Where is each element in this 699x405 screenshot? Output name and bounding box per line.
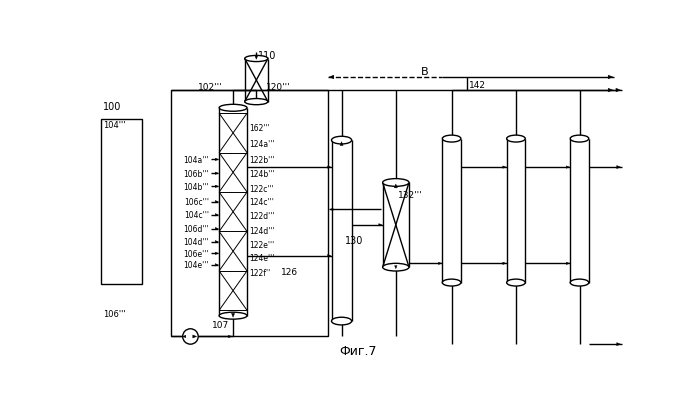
Text: 104b''': 104b''' [183,182,209,191]
Text: 124c''': 124c''' [250,198,274,207]
Circle shape [182,329,199,344]
Polygon shape [394,185,397,188]
Polygon shape [617,166,621,169]
Polygon shape [215,241,218,243]
Polygon shape [438,262,442,265]
Ellipse shape [570,279,589,286]
Text: 107: 107 [212,321,229,330]
Polygon shape [182,335,186,338]
Text: 104''': 104''' [103,121,125,130]
Polygon shape [608,76,613,80]
Ellipse shape [331,318,352,325]
Bar [101,119,142,284]
Polygon shape [503,262,506,265]
Text: 122d''': 122d''' [250,211,275,221]
Ellipse shape [245,56,268,62]
Text: 126: 126 [281,267,298,276]
Ellipse shape [442,136,461,143]
Polygon shape [215,159,218,161]
Text: 102''': 102''' [199,83,223,92]
Text: 122b''': 122b''' [250,156,275,164]
Text: 104e''': 104e''' [184,261,209,270]
Text: 122c''': 122c''' [250,185,274,194]
Text: 124d''': 124d''' [250,226,275,235]
Text: 100: 100 [103,102,121,112]
Polygon shape [379,224,382,226]
Polygon shape [617,343,621,346]
Ellipse shape [507,279,525,286]
Text: 124b''': 124b''' [250,169,275,178]
Ellipse shape [442,279,461,286]
Ellipse shape [382,264,409,271]
Text: В: В [421,67,428,77]
Text: 132''': 132''' [398,190,423,199]
Polygon shape [566,262,570,265]
Text: Фиг.7: Фиг.7 [339,344,377,357]
Ellipse shape [570,136,589,143]
Ellipse shape [219,105,247,112]
Polygon shape [229,335,231,338]
Polygon shape [330,209,333,211]
Text: 104d''': 104d''' [183,238,209,247]
Text: 106''': 106''' [103,309,126,318]
Polygon shape [503,166,506,169]
Polygon shape [231,313,235,318]
Polygon shape [193,335,196,338]
Text: 106d''': 106d''' [183,225,209,234]
Text: 122e''': 122e''' [250,241,275,250]
Text: 104a''': 104a''' [183,156,209,164]
Text: 110: 110 [258,51,276,61]
Text: 104c''': 104c''' [184,211,209,220]
Polygon shape [215,214,218,217]
Ellipse shape [507,136,525,143]
Ellipse shape [219,312,247,320]
Polygon shape [566,166,570,169]
Polygon shape [394,266,397,269]
Text: 124a''': 124a''' [250,140,275,149]
Text: 120''': 120''' [266,83,290,92]
Polygon shape [254,56,258,60]
Text: 130: 130 [345,236,363,245]
Ellipse shape [331,137,352,145]
Polygon shape [340,142,343,146]
Polygon shape [215,252,218,255]
Ellipse shape [382,179,409,187]
Polygon shape [215,173,218,175]
Text: 106c''': 106c''' [184,198,209,207]
Polygon shape [215,228,218,230]
Text: 162''': 162''' [250,123,270,132]
Text: 106b''': 106b''' [183,169,209,178]
Text: 142: 142 [470,81,487,90]
Text: 122f'': 122f'' [250,269,271,277]
Bar [171,91,328,337]
Polygon shape [328,255,331,257]
Polygon shape [328,166,331,169]
Polygon shape [215,264,218,266]
Polygon shape [215,185,218,188]
Text: 124e''': 124e''' [250,253,275,262]
Polygon shape [608,89,613,93]
Text: 106e''': 106e''' [184,249,209,258]
Polygon shape [329,76,334,80]
Polygon shape [215,201,218,203]
Ellipse shape [245,99,268,105]
Polygon shape [616,89,621,93]
